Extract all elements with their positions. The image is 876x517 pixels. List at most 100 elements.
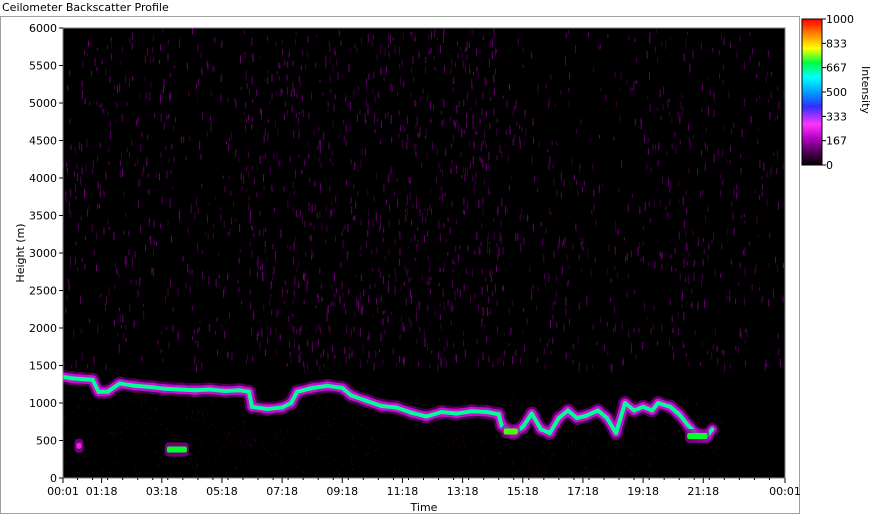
noise-cell (687, 31, 689, 36)
noise-cell (496, 243, 498, 248)
noise-cell (467, 246, 469, 252)
noise-cell (682, 107, 684, 116)
haze-cell (205, 460, 207, 463)
haze-cell (313, 404, 315, 407)
noise-cell (289, 156, 291, 162)
noise-cell (173, 156, 175, 162)
noise-cell (428, 280, 430, 287)
haze-cell (113, 439, 115, 442)
haze-cell (672, 432, 674, 435)
noise-cell (496, 49, 498, 53)
haze-cell (334, 458, 336, 461)
noise-cell (527, 214, 529, 222)
noise-cell (372, 313, 374, 317)
noise-cell (375, 173, 377, 179)
noise-cell (101, 103, 103, 112)
haze-cell (113, 436, 115, 439)
noise-cell (274, 251, 276, 261)
noise-cell (613, 327, 615, 333)
noise-cell (251, 226, 253, 232)
haze-cell (92, 447, 94, 450)
noise-cell (197, 99, 199, 103)
haze-cell (708, 403, 709, 406)
noise-cell (524, 344, 526, 353)
noise-cell (323, 131, 325, 140)
noise-cell (723, 63, 725, 70)
haze-cell (187, 411, 189, 414)
haze-cell (486, 423, 488, 426)
noise-cell (688, 137, 690, 143)
noise-cell (422, 88, 424, 94)
noise-cell (170, 170, 172, 175)
haze-cell (201, 410, 203, 413)
noise-cell (153, 35, 154, 42)
haze-cell (418, 398, 420, 400)
noise-cell (311, 255, 312, 260)
noise-cell (328, 325, 330, 332)
haze-cell (171, 432, 173, 435)
noise-cell (208, 201, 210, 207)
noise-cell (429, 278, 431, 285)
noise-cell (319, 79, 321, 83)
noise-cell (105, 68, 107, 76)
noise-cell (340, 261, 342, 268)
noise-cell (95, 231, 97, 240)
noise-cell (679, 139, 681, 145)
noise-cell (457, 41, 458, 46)
haze-cell (87, 439, 89, 442)
haze-cell (572, 430, 574, 433)
noise-cell (76, 173, 78, 181)
noise-cell (549, 156, 551, 164)
noise-cell (426, 152, 428, 160)
haze-cell (686, 397, 688, 400)
noise-cell (493, 107, 495, 117)
haze-cell (135, 409, 137, 412)
haze-cell (63, 476, 65, 478)
noise-cell (320, 188, 322, 195)
haze-cell (238, 430, 239, 433)
haze-cell (595, 469, 597, 472)
haze-cell (604, 397, 606, 400)
haze-cell (631, 453, 633, 456)
noise-cell (748, 241, 750, 246)
haze-cell (713, 451, 715, 454)
y-tick-label: 2500 (29, 285, 57, 298)
noise-cell (650, 328, 652, 335)
cloud-layer-segment (614, 401, 628, 435)
noise-cell (489, 122, 491, 130)
noise-cell (354, 215, 356, 222)
noise-cell (404, 127, 406, 132)
noise-cell (390, 83, 392, 93)
noise-cell (456, 104, 458, 114)
noise-cell (294, 290, 296, 299)
noise-cell (291, 324, 293, 331)
noise-cell (171, 143, 173, 150)
noise-cell (558, 242, 560, 248)
noise-cell (120, 324, 122, 329)
noise-cell (490, 275, 492, 282)
noise-cell (414, 35, 416, 42)
noise-cell (84, 50, 86, 56)
noise-cell (557, 245, 559, 251)
haze-cell (335, 399, 337, 402)
haze-cell (200, 467, 202, 470)
noise-cell (770, 91, 772, 99)
haze-cell (525, 406, 527, 409)
noise-cell (267, 337, 269, 344)
noise-cell (442, 291, 444, 298)
noise-cell (491, 51, 493, 60)
haze-cell (132, 441, 134, 443)
noise-cell (300, 325, 302, 332)
noise-cell (481, 108, 483, 116)
noise-cell (496, 128, 498, 136)
noise-cell (207, 215, 208, 223)
haze-cell (350, 460, 352, 463)
noise-cell (388, 174, 390, 183)
haze-cell (156, 450, 158, 453)
noise-cell (411, 31, 413, 40)
noise-cell (167, 39, 169, 45)
noise-cell (349, 198, 351, 205)
haze-cell (714, 450, 716, 453)
noise-cell (540, 222, 542, 227)
noise-cell (440, 168, 442, 173)
